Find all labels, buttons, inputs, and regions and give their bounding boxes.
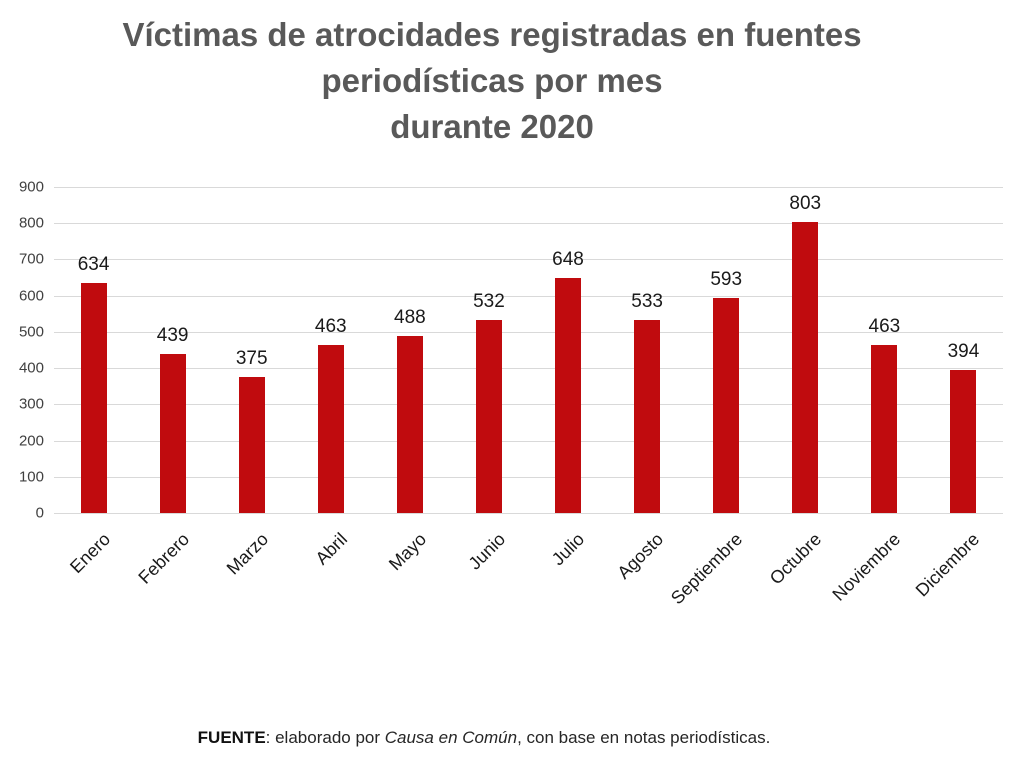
gridline-900 xyxy=(54,187,1003,188)
gridline-600 xyxy=(54,295,1003,297)
bar-julio xyxy=(555,278,582,513)
y-tick-label-100: 100 xyxy=(18,468,44,486)
x-tick-label-julio: Julio xyxy=(547,529,589,570)
bar-abril xyxy=(317,345,344,513)
y-tick-label-0: 0 xyxy=(35,504,44,522)
bar-febrero xyxy=(159,354,186,513)
gridline-400 xyxy=(54,368,1003,370)
x-tick-label-septiembre: Septiembre xyxy=(667,529,747,609)
source-text-1: : elaborado por xyxy=(265,728,385,747)
y-tick-label-200: 200 xyxy=(18,432,44,450)
chart-title-line-2: periodísticas por mes xyxy=(321,62,663,99)
y-tick-label-700: 700 xyxy=(18,250,44,268)
y-tick-label-900: 900 xyxy=(18,178,44,196)
y-tick-label-400: 400 xyxy=(18,359,44,377)
source-text-2: , con base en notas periodísticas. xyxy=(517,728,771,747)
value-label-febrero: 439 xyxy=(156,325,189,346)
x-tick-label-febrero: Febrero xyxy=(134,529,193,588)
value-label-julio: 648 xyxy=(552,249,584,271)
x-tick-label-diciembre: Diciembre xyxy=(912,529,984,601)
chart-title-line-1: Víctimas de atrocidades registradas en f… xyxy=(122,16,862,53)
value-label-septiembre: 593 xyxy=(710,269,743,291)
x-tick-label-mayo: Mayo xyxy=(384,529,431,575)
bar-junio xyxy=(475,320,502,513)
x-tick-label-enero: Enero xyxy=(65,529,114,578)
y-tick-label-300: 300 xyxy=(18,395,44,413)
value-label-junio: 532 xyxy=(473,291,505,313)
bar-enero xyxy=(80,283,107,513)
gridline-700 xyxy=(54,259,1003,261)
source-org: Causa en Común xyxy=(384,728,518,747)
chart-title-line-3: durante 2020 xyxy=(390,108,594,145)
chart-title: Víctimas de atrocidades registradas en f… xyxy=(10,12,974,150)
gridline-800 xyxy=(54,223,1003,225)
x-tick-label-octubre: Octubre xyxy=(766,529,826,589)
y-tick-label-800: 800 xyxy=(18,214,44,232)
gridline-500 xyxy=(54,331,1003,333)
bar-octubre xyxy=(792,222,819,513)
y-tick-label-500: 500 xyxy=(18,323,44,341)
gridline-200 xyxy=(54,440,1003,442)
bar-mayo xyxy=(396,336,423,513)
gridline-100 xyxy=(54,476,1003,478)
gridline-300 xyxy=(54,404,1003,406)
bar-marzo xyxy=(238,377,265,513)
x-tick-label-agosto: Agosto xyxy=(613,529,668,583)
x-tick-label-marzo: Marzo xyxy=(222,529,272,579)
value-label-enero: 634 xyxy=(77,254,110,276)
source-note: FUENTE: elaborado por Causa en Común, co… xyxy=(0,728,968,748)
x-tick-label-abril: Abril xyxy=(311,529,351,569)
value-label-mayo: 488 xyxy=(394,307,426,329)
value-label-octubre: 803 xyxy=(789,193,822,215)
value-label-marzo: 375 xyxy=(235,348,268,370)
gridline-0 xyxy=(54,513,1003,514)
x-tick-label-junio: Junio xyxy=(464,529,510,574)
x-tick-label-noviembre: Noviembre xyxy=(828,529,905,605)
plot-area: 0 100 200 300 400 500 600 700 800 900 634 Enero 439 F… xyxy=(19,179,1003,608)
value-label-diciembre: 394 xyxy=(947,341,980,363)
value-label-noviembre: 463 xyxy=(868,316,901,338)
bar-septiembre xyxy=(713,298,740,513)
value-label-abril: 463 xyxy=(314,316,347,338)
bar-noviembre xyxy=(871,345,898,513)
y-tick-label-600: 600 xyxy=(18,287,44,305)
source-label: FUENTE xyxy=(197,728,266,747)
value-label-agosto: 533 xyxy=(631,290,663,312)
bar-diciembre xyxy=(950,370,977,513)
bar-agosto xyxy=(634,319,661,513)
